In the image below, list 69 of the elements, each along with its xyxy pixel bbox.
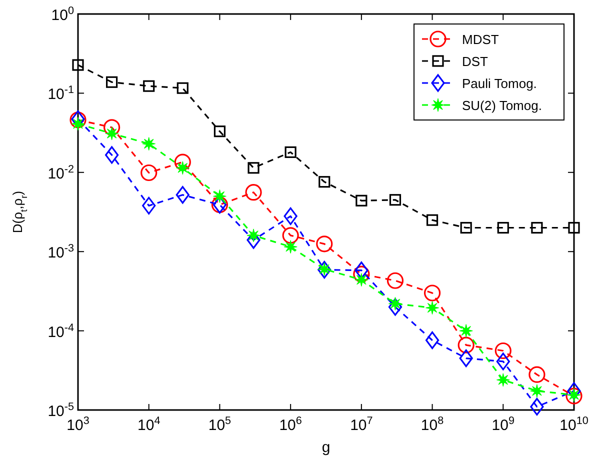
point [284,146,296,158]
point [353,266,370,282]
point [530,398,544,416]
point [140,164,158,182]
point [388,296,402,310]
point [246,228,260,242]
legend-label: Pauli Tomog. [462,76,537,91]
point [496,373,510,387]
point [528,366,546,383]
point [71,117,85,131]
point [174,154,191,170]
point [176,82,188,94]
y-tick-label: 10$^{-4}$ [48,322,74,341]
point [318,260,332,279]
point [72,59,84,71]
point [105,126,119,140]
y-tick-label: 10$^{-3}$ [48,242,74,262]
point [459,349,473,368]
x-tick-label: 10$^{7}$ [350,415,373,434]
point [142,196,156,214]
point [142,136,156,151]
point [316,236,333,252]
x-tick-label: 10$^{5}$ [208,415,232,434]
point [424,284,441,302]
y-tick-label: 10$^{-1}$ [48,84,74,104]
legend-label: SU(2) Tomog. [462,98,542,113]
point [494,342,512,360]
point [388,298,402,316]
point [104,119,120,136]
point [458,336,474,354]
point [214,126,226,138]
point [176,186,190,204]
point [284,240,298,254]
point [386,272,404,289]
point [425,331,440,350]
x-tick-label: 10$^{4}$ [138,415,160,434]
point [425,301,440,315]
point [284,207,298,225]
point [356,194,368,206]
point [248,162,260,174]
legend-label: MDST [462,32,499,47]
point [354,273,368,287]
x-tick-label: 10$^{8}$ [420,415,444,434]
point [245,184,262,201]
point [459,324,473,338]
y-tick-label: 10$^{-2}$ [48,163,74,182]
point [354,262,368,280]
point [176,161,190,175]
point [531,222,543,234]
x-tick-label: 10$^{9}$ [492,415,514,434]
point [496,352,510,370]
point [426,214,438,226]
point [143,80,155,92]
point [318,176,330,188]
point [530,384,544,398]
x-axis-title: g [322,439,330,456]
x-tick-label: 10$^{6}$ [279,415,302,434]
point [282,227,299,244]
point [460,222,472,234]
point [389,194,402,206]
point [212,189,227,204]
point [105,146,119,164]
point [568,222,580,234]
point [567,382,581,400]
x-tick-label: 10$^{10}$ [560,415,588,434]
y-tick-label: 10$^{0}$ [51,5,74,24]
point [497,222,509,234]
point [106,76,118,88]
legend-label: DST [462,54,488,69]
